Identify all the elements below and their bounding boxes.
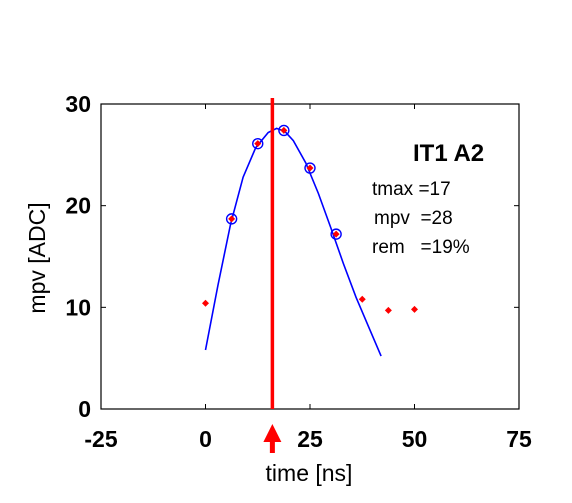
fit-circle-marker (225, 213, 238, 225)
y-axis-label: mpv [ADC] (24, 202, 50, 313)
data-point (358, 295, 366, 303)
y-tick-label: 10 (65, 294, 91, 320)
fit-curve (204, 127, 382, 357)
annotation-mpv: mpv =28 (374, 208, 453, 229)
data-point (280, 126, 288, 134)
fit-circle-marker (330, 228, 342, 240)
arrow-up-icon (263, 424, 282, 442)
x-tick-label: 0 (199, 426, 212, 452)
y-tick-label: 30 (65, 91, 91, 117)
fit-circle-marker (252, 137, 264, 150)
data-points (202, 124, 418, 314)
data-point (228, 215, 236, 223)
arrow-shaft (269, 440, 275, 453)
tick-labels: -25 0 25 50 75 0 10 20 30 (65, 91, 532, 452)
y-tick-label: 20 (65, 193, 91, 219)
data-point (202, 299, 209, 307)
annotation-tmax: tmax =17 (372, 179, 451, 200)
axes (100, 103, 520, 410)
arrow-layer (263, 424, 282, 453)
x-tick-label: 75 (506, 426, 532, 452)
data-point (254, 140, 262, 148)
fit-layer (204, 127, 382, 357)
data-point (411, 305, 418, 313)
x-tick-label: 50 (402, 426, 428, 452)
y-tick-label: 0 (78, 396, 91, 422)
annotation-title: IT1 A2 (413, 140, 484, 167)
x-axis-label: time [ns] (266, 460, 353, 486)
fit-circle-marker (304, 162, 316, 174)
data-point (306, 164, 314, 172)
data-point (332, 230, 340, 238)
fit-circle-marker (278, 124, 290, 137)
data-point (384, 306, 392, 314)
annotation-rem: rem =19% (372, 237, 470, 258)
x-tick-label: -25 (84, 426, 117, 452)
x-tick-label: 25 (297, 426, 323, 452)
